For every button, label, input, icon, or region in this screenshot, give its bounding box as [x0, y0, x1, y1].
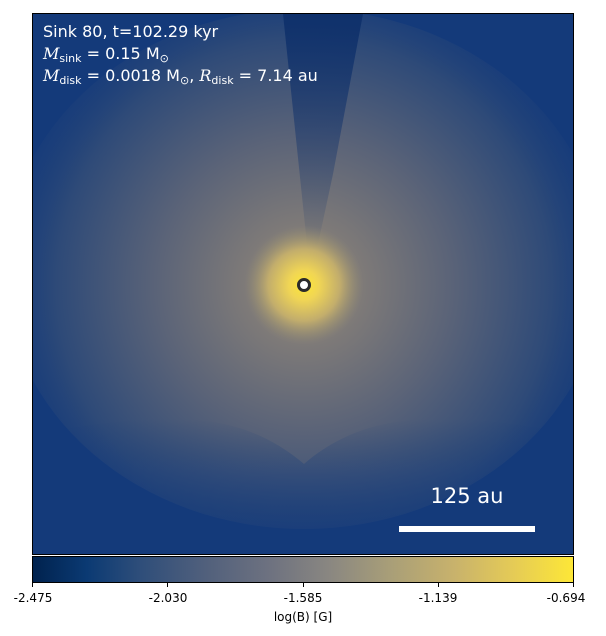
sink-info-line: Sink 80, t=102.29 kyr: [43, 22, 219, 41]
disk-properties-line: Mdisk = 0.0018 M⊙, Rdisk = 7.14 au: [43, 66, 318, 87]
colorbar-tick-label: -1.585: [283, 591, 323, 605]
scale-bar-label: 125 au: [430, 484, 504, 508]
sink-marker: [297, 278, 311, 292]
colorbar-tick: [438, 583, 439, 587]
colorbar-tick-label: -2.030: [148, 591, 188, 605]
colorbar-tick: [32, 583, 33, 587]
colorbar-title: log(B) [G]: [273, 610, 333, 624]
field-map-panel: Sink 80, t=102.29 kyr Msink = 0.15 M⊙ Md…: [32, 13, 574, 555]
colorbar-tick-label: -0.694: [546, 591, 586, 605]
colorbar-tick: [167, 583, 168, 587]
colorbar-tick: [303, 583, 304, 587]
magnetic-field-image: [33, 14, 573, 554]
colorbar-tick-label: -1.139: [418, 591, 458, 605]
sink-mass-line: Msink = 0.15 M⊙: [43, 44, 169, 65]
scale-bar: [399, 526, 535, 532]
colorbar-tick: [573, 583, 574, 587]
colorbar-tick-label: -2.475: [13, 591, 53, 605]
colorbar: [32, 556, 574, 583]
